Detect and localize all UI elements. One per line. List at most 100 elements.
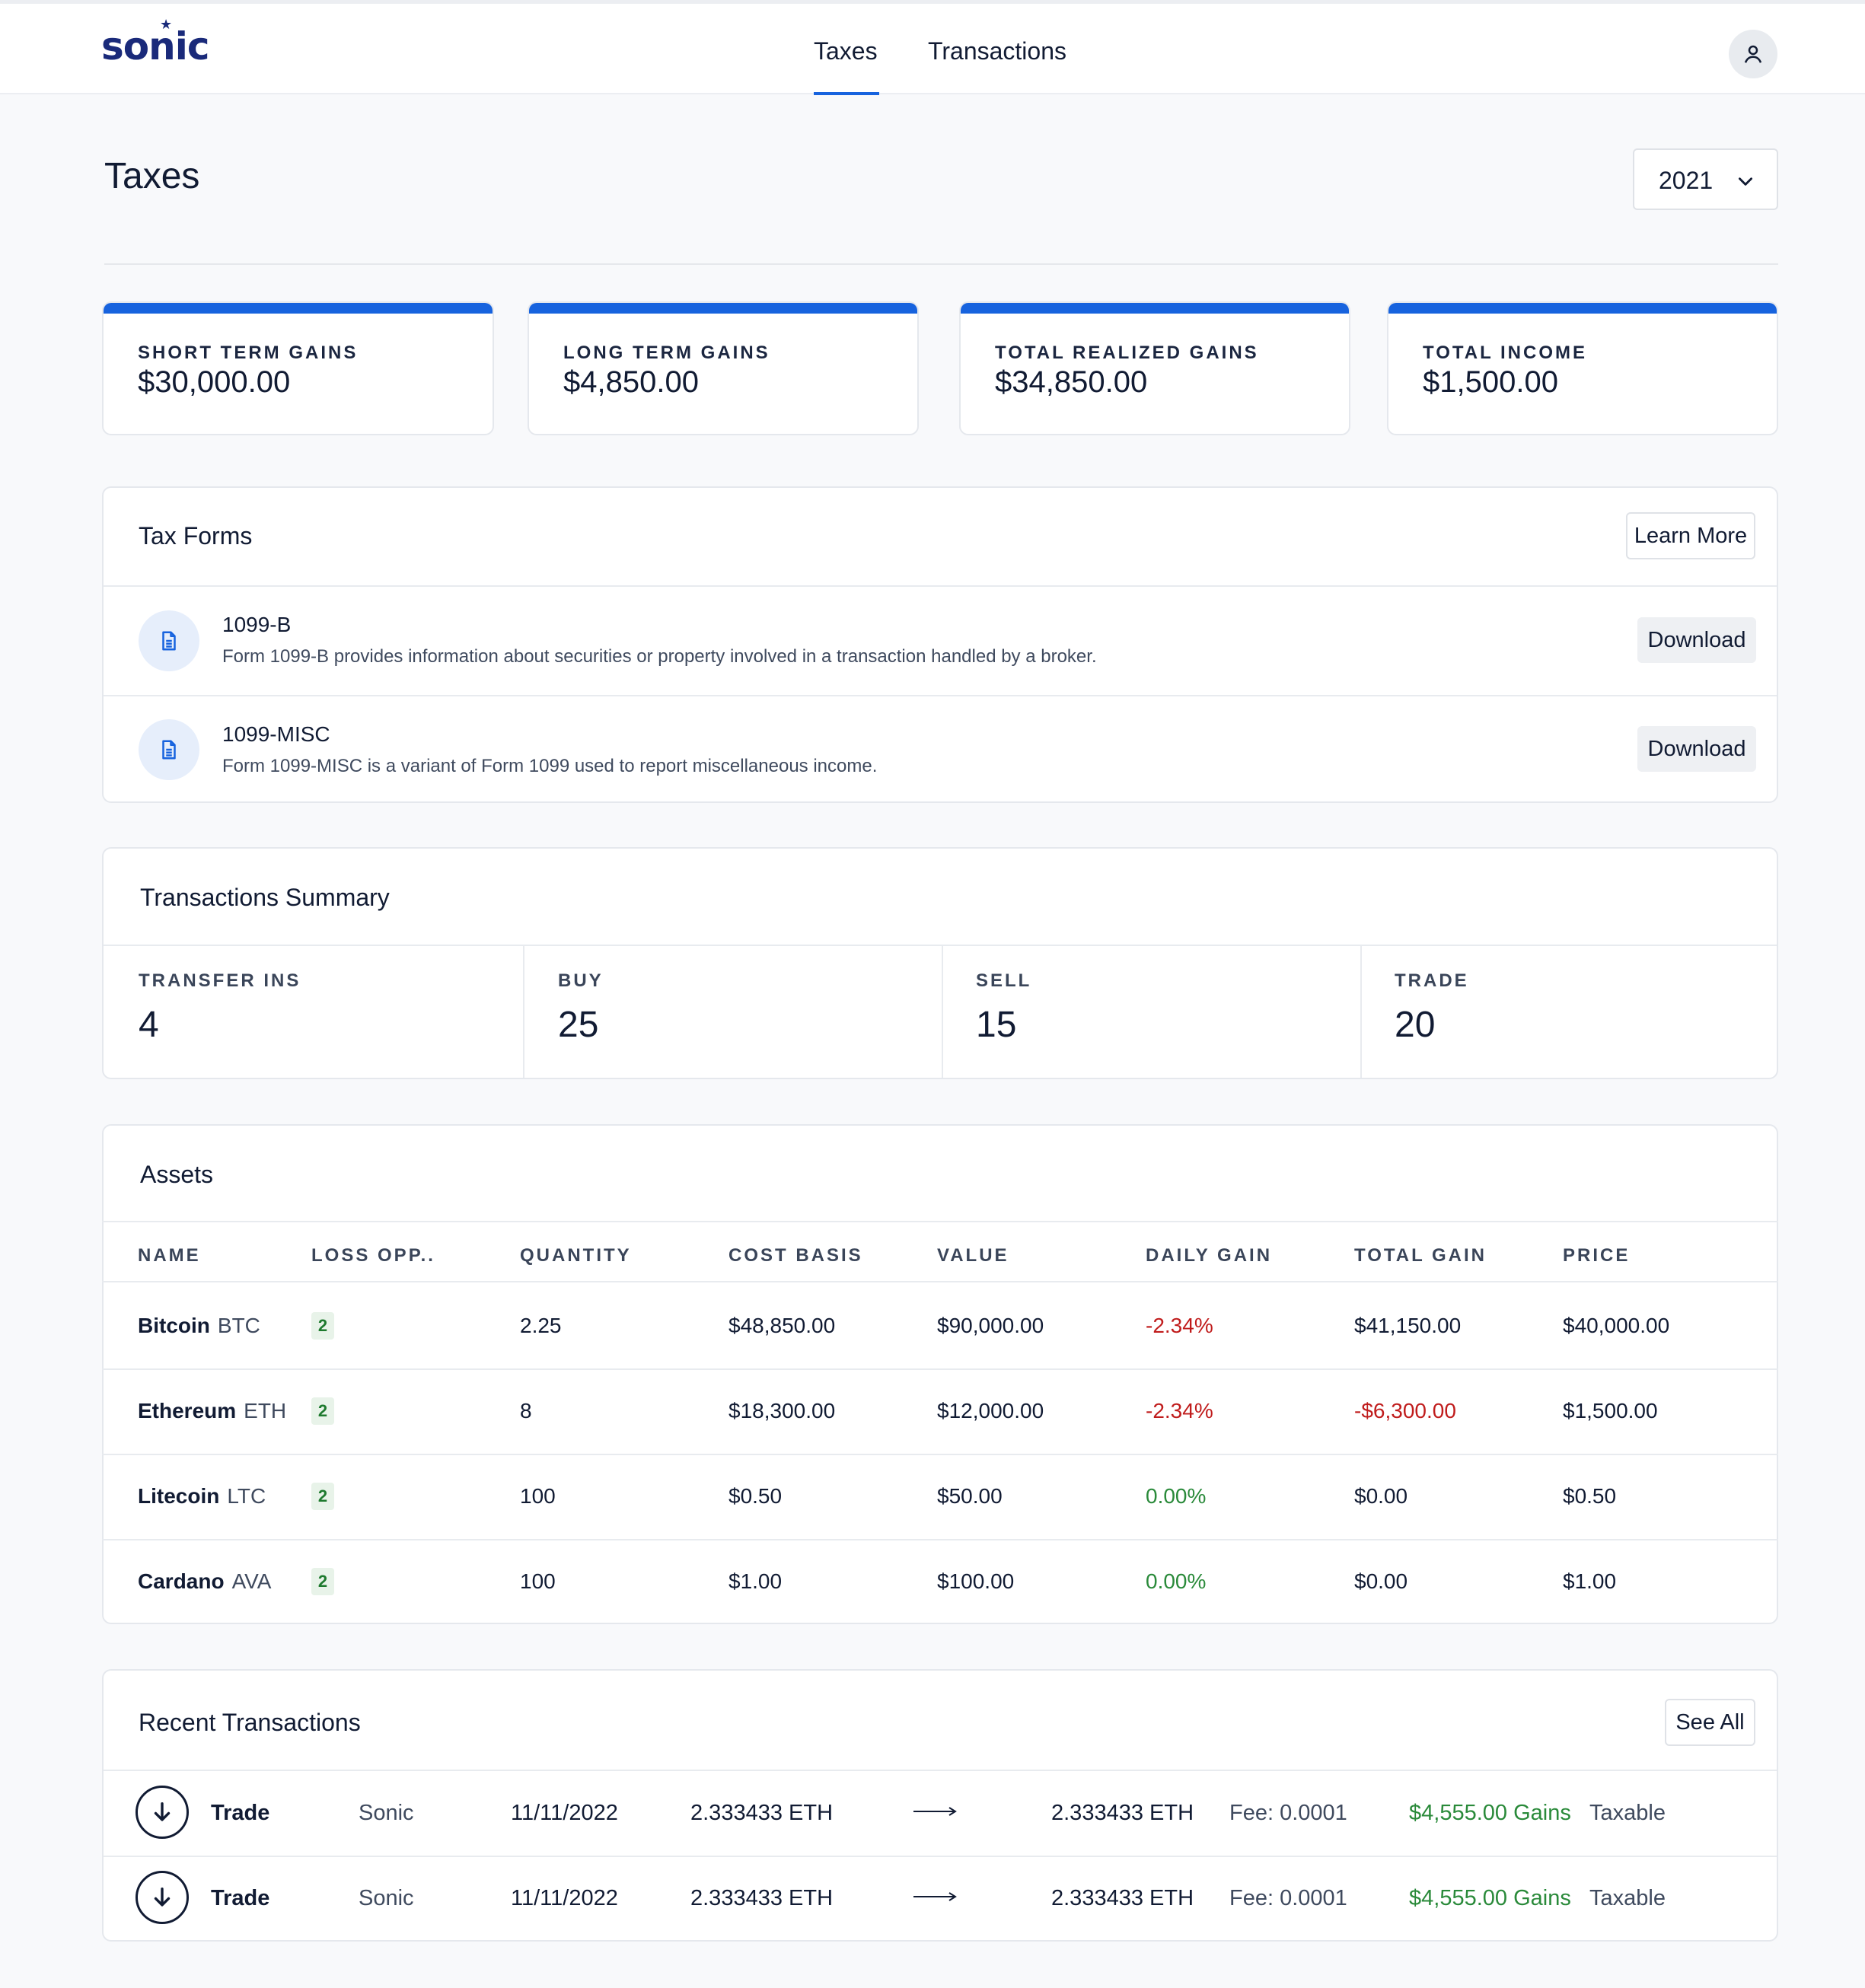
stat-card-total-income: TOTAL INCOME $1,500.00 (1387, 301, 1778, 435)
transaction-to-amount: 2.333433 ETH (1051, 1886, 1194, 1910)
asset-ticker: BTC (217, 1314, 260, 1337)
asset-name: Ethereum (138, 1399, 237, 1423)
asset-name: Bitcoin (138, 1314, 210, 1337)
total-gain-cell: $0.00 (1354, 1569, 1408, 1593)
see-all-button[interactable]: See All (1665, 1699, 1755, 1746)
card-accent-bar (1388, 303, 1777, 314)
user-avatar-button[interactable] (1729, 30, 1777, 78)
nav-tab-transactions[interactable]: Transactions (928, 37, 1066, 65)
summary-label: TRADE (1395, 970, 1469, 991)
transaction-type: Trade (211, 1801, 270, 1825)
row-divider (104, 1856, 1777, 1857)
cost-basis-cell: $18,300.00 (728, 1399, 836, 1423)
transactions-summary-panel: Transactions Summary TRANSFER INS 4 BUY … (102, 847, 1778, 1079)
row-divider (104, 585, 1777, 587)
assets-panel: Assets (102, 1124, 1778, 1624)
stat-value: $1,500.00 (1423, 365, 1558, 399)
value-cell: $12,000.00 (937, 1399, 1044, 1423)
form-icon-badge (139, 719, 199, 780)
transaction-gain: $4,555.00 Gains (1409, 1886, 1571, 1910)
transaction-type: Trade (211, 1886, 270, 1910)
loss-opp-badge[interactable]: 2 (311, 1312, 334, 1340)
stat-label: TOTAL INCOME (1423, 342, 1587, 363)
transaction-source: Sonic (359, 1801, 414, 1825)
cell-divider (942, 945, 943, 1078)
quantity-cell: 2.25 (520, 1314, 562, 1337)
row-divider (104, 1770, 1777, 1771)
tax-forms-panel: Tax Forms Learn More 1099-B Form 1099-B … (102, 486, 1778, 803)
page-title: Taxes (104, 156, 200, 196)
row-divider (102, 1454, 1778, 1455)
table-header-bottom-divider (102, 1281, 1778, 1282)
stat-card-total-realized-gains: TOTAL REALIZED GAINS $34,850.00 (959, 301, 1350, 435)
row-divider (104, 695, 1777, 696)
total-gain-cell: $41,150.00 (1354, 1314, 1462, 1337)
recent-transactions-title: Recent Transactions (139, 1709, 361, 1736)
transaction-gain: $4,555.00 Gains (1409, 1801, 1571, 1825)
loss-opp-badge[interactable]: 2 (311, 1397, 334, 1425)
summary-value: 25 (558, 1005, 599, 1045)
quantity-cell: 8 (520, 1399, 532, 1423)
value-cell: $90,000.00 (937, 1314, 1044, 1337)
chevron-down-icon (1739, 177, 1752, 186)
arrow-down-icon (154, 1802, 171, 1821)
summary-value: 20 (1395, 1005, 1436, 1045)
asset-name-cell: Ethereum ETH (138, 1399, 286, 1423)
daily-gain-cell: 0.00% (1146, 1484, 1207, 1508)
nav-tab-taxes[interactable]: Taxes (814, 37, 878, 65)
column-header-total-gain[interactable]: TOTAL GAIN (1354, 1245, 1487, 1266)
arrow-down-icon (154, 1887, 171, 1907)
form-name: 1099-B (222, 613, 292, 636)
column-header-daily-gain[interactable]: DAILY GAIN (1146, 1245, 1273, 1266)
form-icon-badge (139, 610, 199, 671)
total-gain-cell: -$6,300.00 (1354, 1399, 1456, 1423)
cell-divider (1360, 945, 1362, 1078)
learn-more-button[interactable]: Learn More (1626, 512, 1755, 559)
transaction-fee: Fee: 0.0001 (1229, 1801, 1347, 1825)
total-gain-cell: $0.00 (1354, 1484, 1408, 1508)
column-header-cost-basis[interactable]: COST BASIS (728, 1245, 863, 1266)
stat-value: $34,850.00 (995, 365, 1148, 399)
summary-cell-buy: BUY 25 (523, 945, 942, 1078)
summary-cell-trade: TRADE 20 (1360, 945, 1777, 1078)
card-accent-bar (104, 303, 493, 314)
column-header-quantity[interactable]: QUANTITY (520, 1245, 632, 1266)
stat-card-long-term-gains: LONG TERM GAINS $4,850.00 (528, 301, 919, 435)
loss-opp-badge[interactable]: 2 (311, 1483, 334, 1510)
column-header-value[interactable]: VALUE (937, 1245, 1009, 1266)
cost-basis-cell: $1.00 (728, 1569, 783, 1593)
card-accent-bar (961, 303, 1349, 314)
column-header-price[interactable]: PRICE (1563, 1245, 1631, 1266)
summary-label: SELL (976, 970, 1032, 991)
logo-text: sonic (101, 24, 209, 68)
form-description: Form 1099-MISC is a variant of Form 1099… (222, 756, 878, 776)
transaction-date: 11/11/2022 (511, 1886, 618, 1910)
year-select[interactable]: 2021 (1633, 148, 1778, 210)
top-navigation-bar: sonic ★ Taxes Transactions (0, 0, 1865, 95)
summary-value: 4 (139, 1005, 159, 1045)
download-1099b-button[interactable]: Download (1637, 617, 1756, 663)
download-1099misc-button[interactable]: Download (1637, 726, 1756, 772)
sonic-logo[interactable]: sonic ★ (101, 17, 209, 70)
value-cell: $50.00 (937, 1484, 1003, 1508)
form-description: Form 1099-B provides information about s… (222, 646, 1097, 667)
column-header-loss-opp[interactable]: LOSS OPP.. (311, 1245, 435, 1266)
asset-name: Cardano (138, 1569, 225, 1593)
main-nav: Taxes Transactions (0, 4, 1865, 98)
transaction-type-badge[interactable] (135, 1786, 189, 1839)
cost-basis-cell: $48,850.00 (728, 1314, 836, 1337)
loss-opp-badge[interactable]: 2 (311, 1568, 334, 1595)
stat-label: TOTAL REALIZED GAINS (995, 342, 1259, 363)
column-header-name[interactable]: NAME (138, 1245, 201, 1266)
summary-cell-transfer-ins: TRANSFER INS 4 (104, 945, 523, 1078)
price-cell: $40,000.00 (1563, 1314, 1670, 1337)
transaction-type-badge[interactable] (135, 1871, 189, 1924)
arrow-right-icon (913, 1892, 957, 1901)
daily-gain-cell: -2.34% (1146, 1314, 1213, 1337)
transaction-to-amount: 2.333433 ETH (1051, 1801, 1194, 1825)
transactions-summary-title: Transactions Summary (140, 884, 390, 911)
summary-label: BUY (558, 970, 604, 991)
transaction-status: Taxable (1589, 1801, 1666, 1825)
tax-forms-title: Tax Forms (139, 522, 253, 550)
price-cell: $1.00 (1563, 1569, 1617, 1593)
